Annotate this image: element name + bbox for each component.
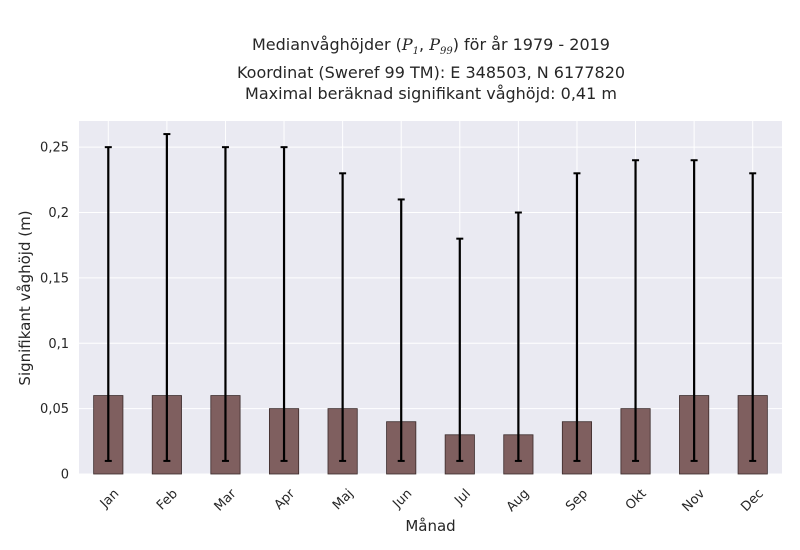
error-bar-nov bbox=[690, 159, 698, 462]
x-axis-ticks: Jan Feb Mar Apr Maj Jun Jul Aug Sep Okt Nov Dec bbox=[97, 486, 767, 515]
y-tick-label: 0,25 bbox=[40, 141, 69, 156]
x-tick-label: Mar bbox=[212, 486, 240, 514]
error-bar-aug bbox=[514, 211, 522, 462]
x-tick-label: Apr bbox=[272, 486, 299, 513]
error-bar-okt bbox=[632, 159, 640, 462]
y-tick-label: 0,05 bbox=[40, 402, 69, 417]
error-bar-sep bbox=[573, 172, 581, 462]
y-axis-label: Signifikant våghöjd (m) bbox=[16, 210, 34, 385]
y-tick-label: 0,15 bbox=[40, 271, 69, 286]
x-tick-label: Feb bbox=[154, 486, 181, 513]
y-tick-label: 0 bbox=[61, 468, 69, 483]
x-axis-label: Månad bbox=[405, 517, 455, 535]
title-line-1: Medianvåghöjder (P1, P99) för år 1979 - … bbox=[252, 35, 610, 58]
error-bars bbox=[104, 133, 757, 462]
y-axis-ticks: 0 0,05 0,1 0,15 0,2 0,25 bbox=[40, 141, 69, 483]
error-bar-jan bbox=[104, 146, 112, 462]
x-tick-label: Dec bbox=[738, 486, 766, 514]
chart-title: Medianvåghöjder (P1, P99) för år 1979 - … bbox=[80, 34, 782, 104]
y-tick-label: 0,1 bbox=[48, 337, 69, 352]
x-tick-label: Jul bbox=[451, 486, 473, 508]
title-line-2: Koordinat (Sweref 99 TM): E 348503, N 61… bbox=[236, 63, 626, 83]
p99-symbol: P99 bbox=[429, 35, 453, 58]
x-tick-label: Okt bbox=[623, 486, 650, 513]
x-tick-label: Nov bbox=[680, 486, 709, 515]
error-bar-dec bbox=[749, 172, 757, 462]
x-tick-label: Jun bbox=[390, 486, 416, 512]
error-bar-jul bbox=[456, 237, 464, 462]
x-tick-label: Aug bbox=[504, 486, 533, 515]
title-line-3: Maximal beräknad signifikant våghöjd: 0,… bbox=[245, 84, 617, 104]
plot-area bbox=[79, 121, 782, 474]
error-bar-feb bbox=[163, 133, 171, 462]
error-bar-maj bbox=[339, 172, 347, 462]
error-bar-apr bbox=[280, 146, 288, 462]
x-tick-label: Jan bbox=[97, 486, 122, 511]
error-bar-mar bbox=[221, 146, 229, 462]
error-bar-jun bbox=[397, 198, 405, 462]
x-tick-label: Sep bbox=[563, 486, 591, 514]
x-tick-label: Maj bbox=[330, 486, 357, 513]
y-tick-label: 0,2 bbox=[48, 206, 69, 221]
p1-symbol: P1 bbox=[401, 35, 420, 58]
